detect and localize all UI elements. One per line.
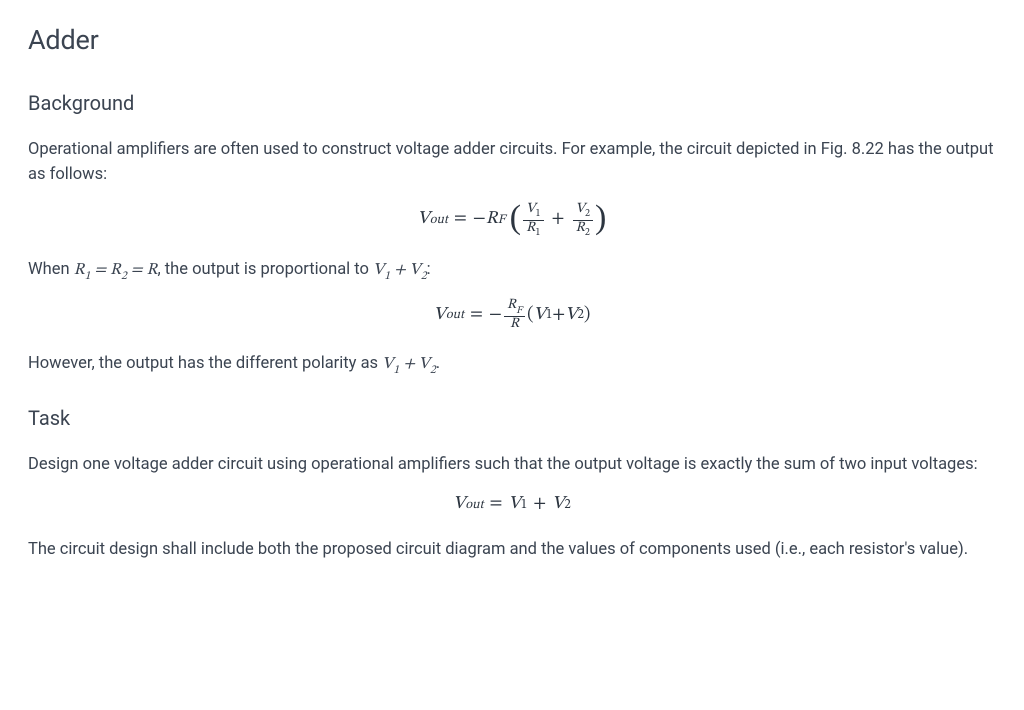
plus: + — [552, 206, 565, 234]
symbol-rf: R — [486, 206, 498, 234]
page-title: Adder — [28, 20, 996, 62]
task-para-1: Design one voltage adder circuit using o… — [28, 452, 996, 478]
background-para-2: When R1 = R2 = R, the output is proporti… — [28, 257, 996, 285]
minus: − — [473, 206, 486, 234]
heading-background: Background — [28, 88, 996, 119]
symbol-vout: V — [418, 206, 430, 234]
heading-task: Task — [28, 403, 996, 434]
task-para-2: The circuit design shall include both th… — [28, 537, 996, 563]
background-para-1: Operational amplifiers are often used to… — [28, 137, 996, 188]
equals: = — [454, 206, 467, 234]
symbol-vout: V — [434, 302, 446, 330]
symbol-rf-sub: F — [498, 211, 506, 231]
frac-rf-r: RF R — [504, 298, 525, 332]
equation-3: Vout = V1 + V2 — [28, 491, 996, 519]
equation-1: Vout = −RF ( V1 R1 + V2 R2 ) — [28, 202, 996, 239]
equation-2: Vout = − RF R (V1 + V2) — [28, 298, 996, 332]
background-para-3: However, the output has the different po… — [28, 351, 996, 379]
frac-v2-r2: V2 R2 — [573, 202, 594, 239]
frac-v1-r1: V1 R1 — [523, 202, 544, 239]
symbol-vout-sub: out — [430, 211, 448, 231]
